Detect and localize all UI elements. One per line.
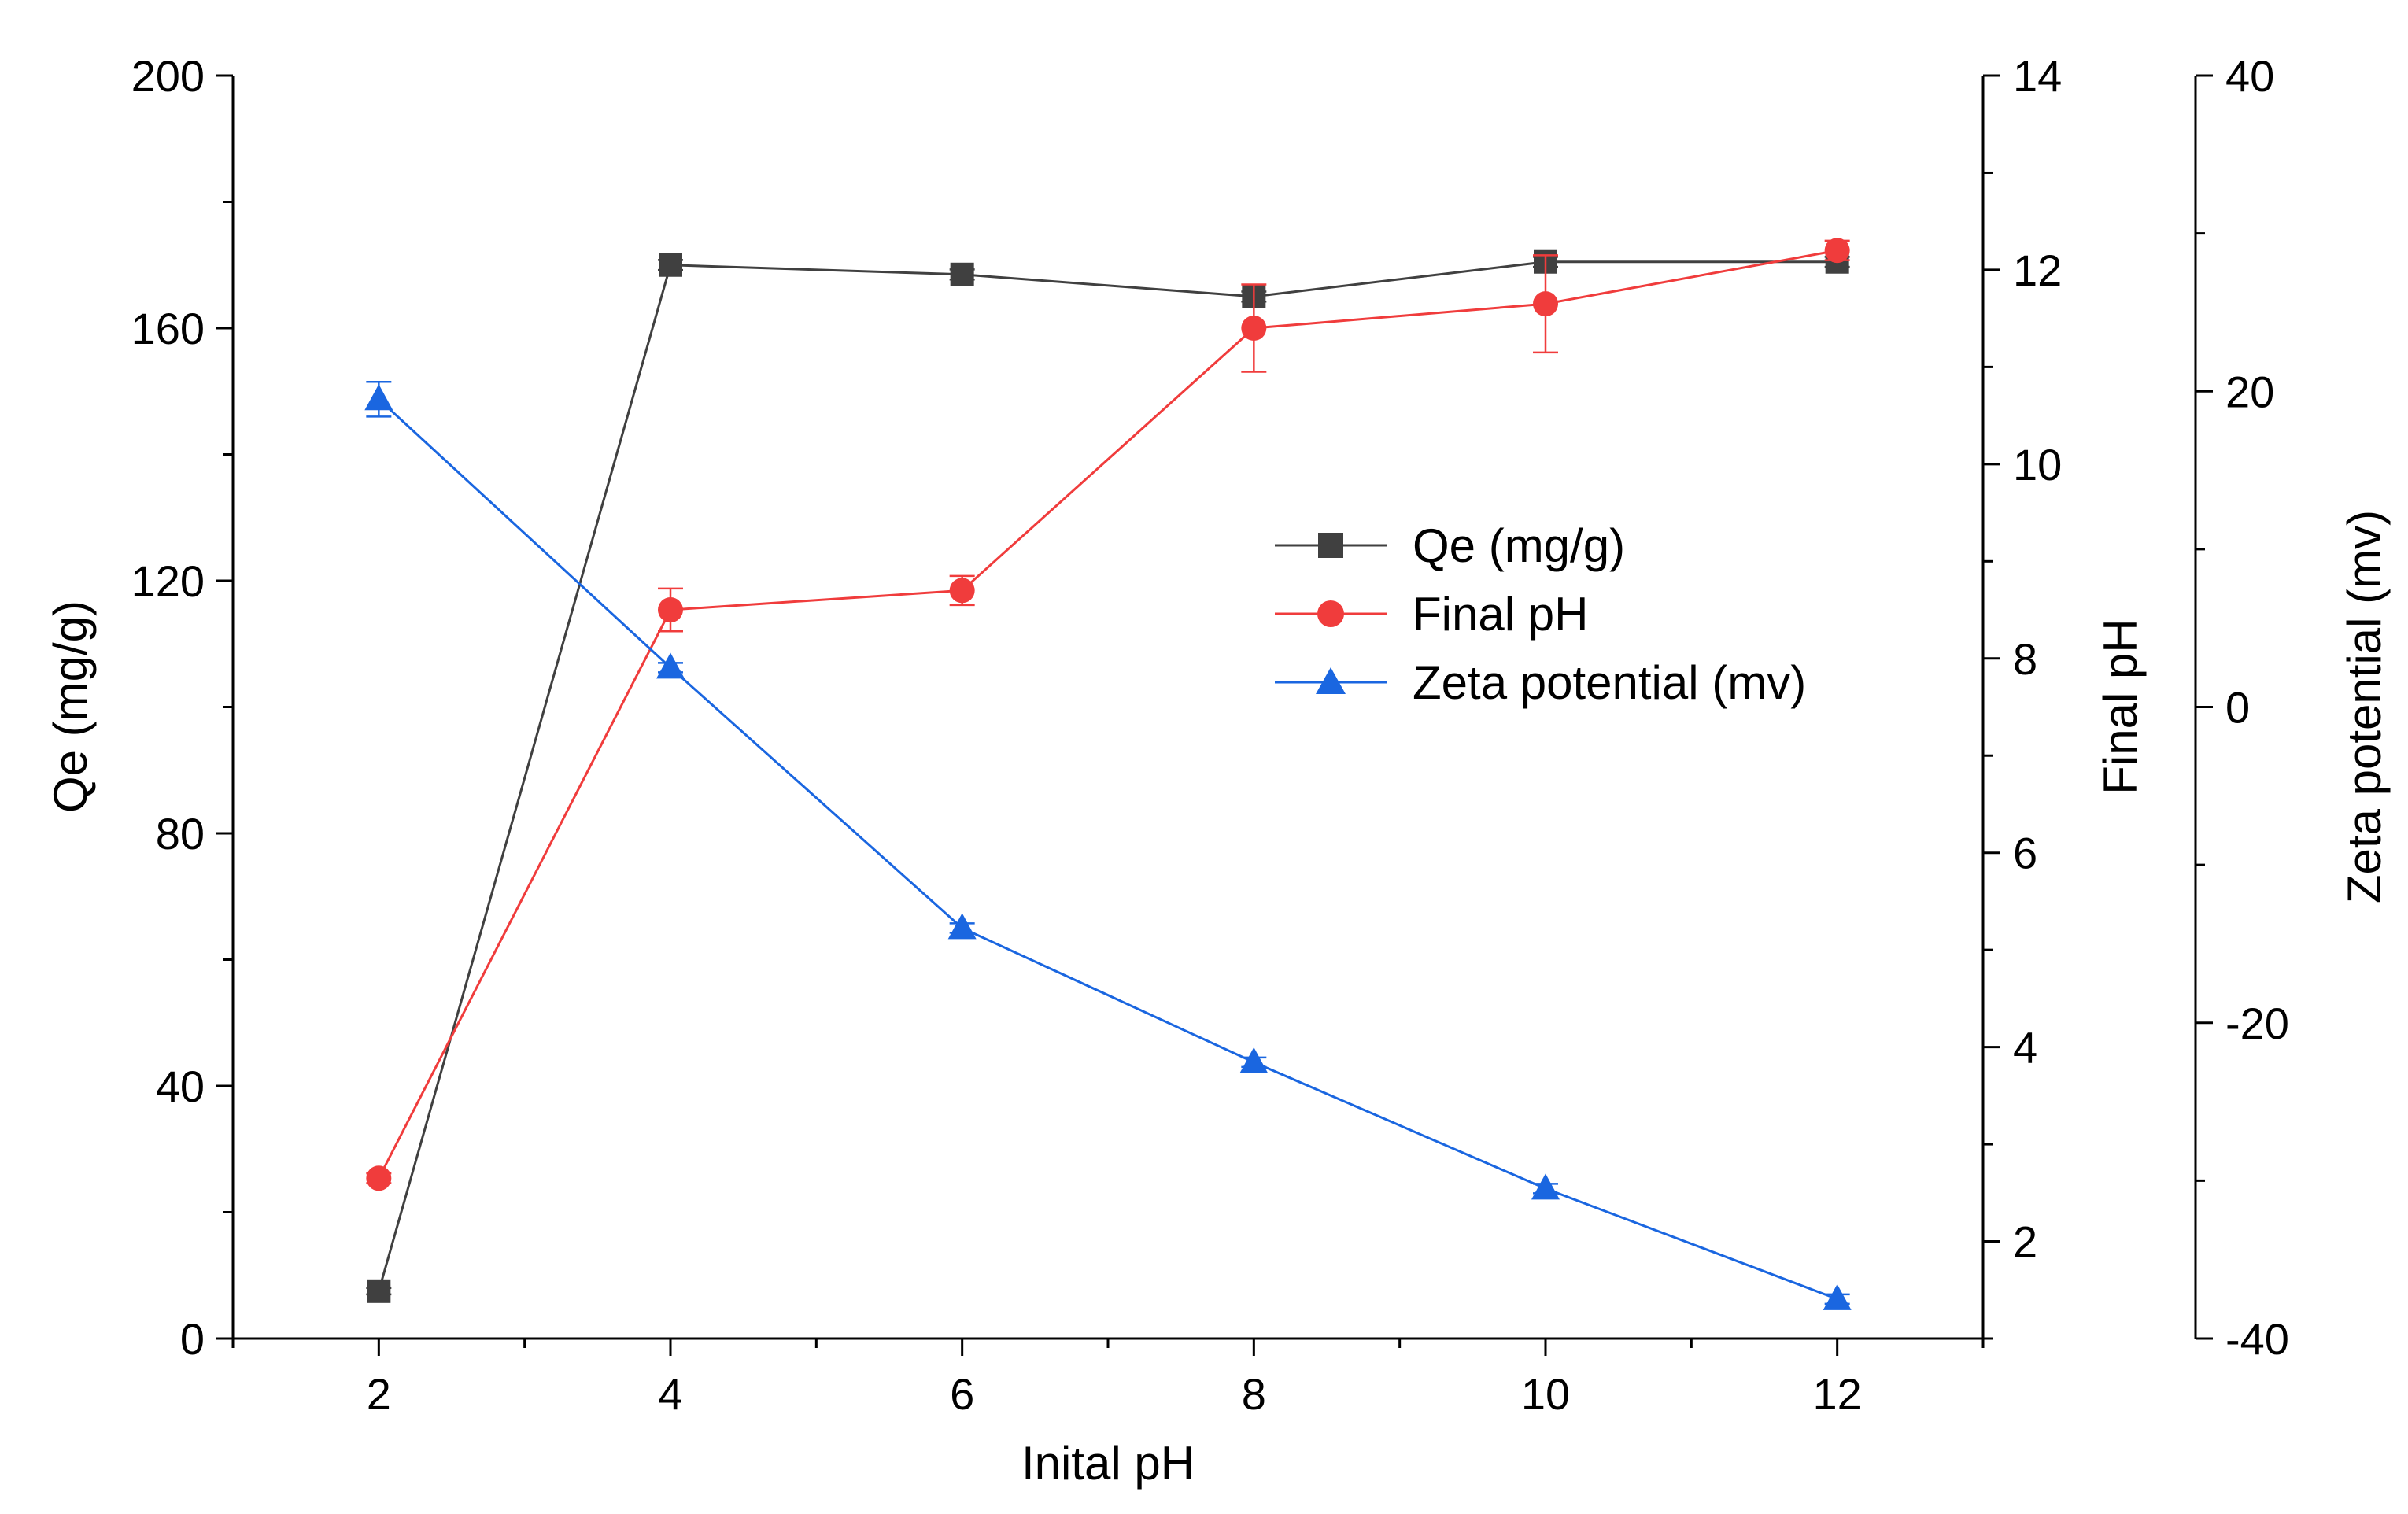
qe-tick-label: 160 [131,304,205,353]
final-ph-tick-label: 8 [2013,634,2037,684]
legend-label-zeta: Zeta potential (mv) [1413,656,1806,709]
data-point [658,597,683,623]
data-point [364,384,393,411]
legend-marker-qe [1318,533,1343,558]
series-1 [366,238,1850,1191]
zeta-tick-label: -40 [2225,1314,2289,1364]
final-ph-axis-title: Final pH [2094,619,2147,794]
data-point [1531,1173,1560,1200]
ticks: 2 4 6 8 10 12040801201602002468101214-40-2002… [131,51,2289,1419]
final-ph-tick-label: 12 [2013,246,2062,295]
series-line [377,260,1837,1292]
series-2 [364,380,1852,1310]
final-ph-tick-label: 10 [2013,440,2062,489]
qe-tick-label: 0 [180,1314,205,1364]
qe-tick-label: 200 [131,51,205,101]
x-axis-title: Inital pH [1021,1437,1195,1490]
axes [231,76,2197,1340]
data-point [1823,1283,1852,1310]
legend-marker-final-ph [1317,600,1344,627]
qe-tick-label: 120 [131,556,205,606]
final-ph-tick-label: 4 [2013,1023,2037,1073]
legend-label-qe: Qe (mg/g) [1413,519,1625,572]
final-ph-tick-label: 6 [2013,829,2037,878]
zeta-tick-label: -20 [2225,999,2289,1048]
x-tick-label: 8 [1242,1369,1266,1419]
qe-tick-label: 80 [156,809,205,859]
x-tick-label: 6 [950,1369,974,1419]
data-point [367,1279,391,1303]
x-tick-label: 10 [1521,1369,1570,1419]
data-point [659,253,682,277]
data-point [1533,291,1558,317]
data-point [947,913,977,940]
data-point [366,1165,392,1191]
data-point [1824,238,1850,264]
legend-marker-zeta [1316,667,1346,694]
zeta-tick-label: 40 [2225,51,2274,101]
data-point [950,262,974,286]
data-point [656,652,685,679]
zeta-tick-label: 20 [2225,367,2274,416]
zeta-axis-title: Zeta potential (mv) [2338,510,2391,903]
x-tick-label: 12 [1813,1369,1862,1419]
series-0 [366,249,1850,1303]
qe-tick-label: 40 [156,1062,205,1111]
final-ph-tick-label: 2 [2013,1217,2037,1267]
qe-axis-title: Qe (mg/g) [44,600,97,813]
final-ph-tick-label: 14 [2013,51,2062,101]
data-point [1241,316,1267,341]
x-tick-label: 4 [658,1369,682,1419]
x-tick-label: 2 [367,1369,391,1419]
data-point [1239,1047,1269,1073]
data-point [949,578,975,604]
zeta-tick-label: 0 [2225,683,2250,733]
series [364,238,1852,1310]
series-line [378,398,1838,1301]
series-line [377,249,1837,1179]
legend: Qe (mg/g) Final pH Zeta potential (mv) [1275,519,1806,709]
legend-label-final-ph: Final pH [1413,588,1588,641]
